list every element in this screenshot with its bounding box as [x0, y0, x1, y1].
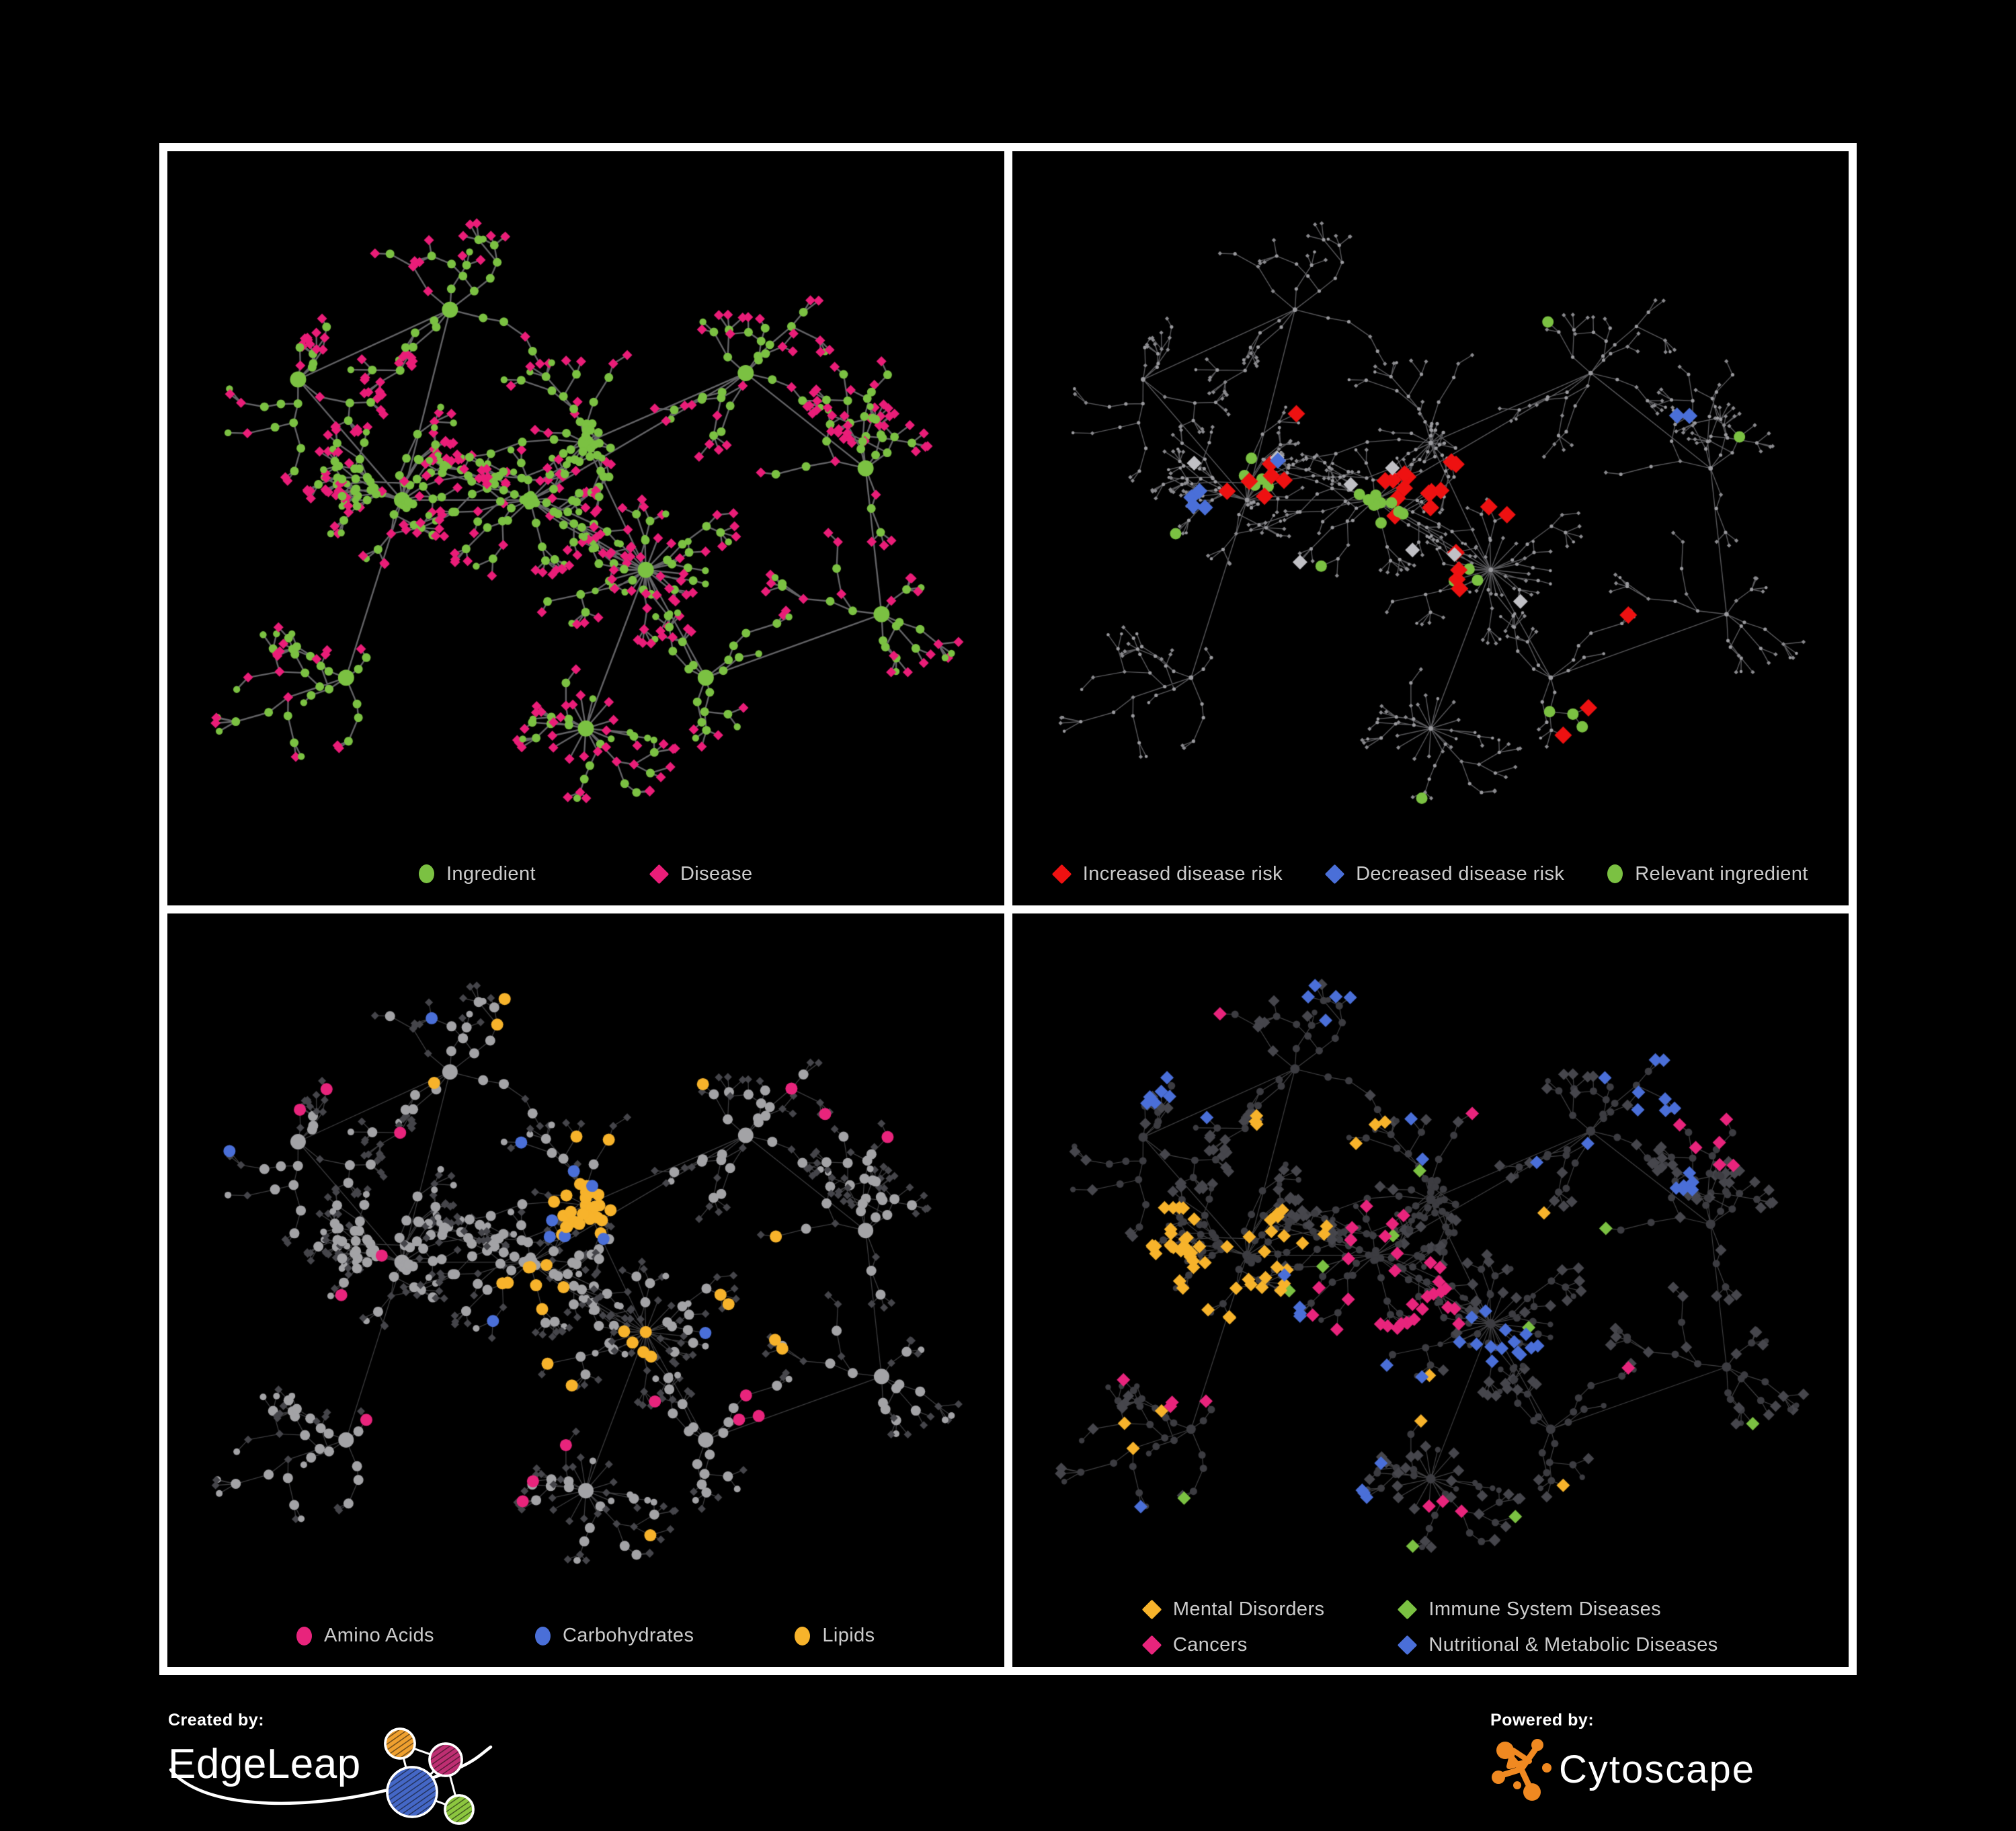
lipids-circle-icon	[795, 1626, 811, 1645]
disease-diamond-icon	[649, 864, 670, 884]
legend-item-nutritional-metabolic-diseases: Nutritional & Metabolic Diseases	[1398, 1634, 1718, 1656]
legend-label: Mental Disorders	[1172, 1598, 1325, 1620]
edgeleap-wordmark: EdgeLeap	[168, 1741, 361, 1787]
ingredient-circle-icon	[418, 864, 434, 883]
mental-disorders-diamond-icon	[1141, 1599, 1162, 1620]
network-canvas-ingredient-disease	[167, 151, 1004, 905]
panel-ingredient-disease: Ingredient Disease	[167, 151, 1004, 905]
nutritional-metabolic-diseases-diamond-icon	[1398, 1635, 1418, 1656]
legend-item-lipids: Lipids	[795, 1625, 875, 1647]
powered-by-label: Powered by:	[1490, 1711, 1595, 1730]
legend-label: Lipids	[822, 1625, 875, 1646]
created-by-label: Created by:	[168, 1711, 265, 1730]
network-canvas-compound-classes	[167, 913, 1004, 1667]
cancers-diamond-icon	[1141, 1635, 1162, 1656]
legend: Mental Disorders Immune System Diseases Ca…	[1012, 1598, 1849, 1656]
legend-grid: Mental Disorders Immune System Diseases Ca…	[1141, 1598, 1718, 1656]
network-canvas-disease-classes	[1012, 913, 1849, 1667]
legend-item-decreased-disease-risk: Decreased disease risk	[1324, 862, 1565, 885]
legend-label: Relevant ingredient	[1635, 862, 1808, 885]
immune-system-diseases-diamond-icon	[1398, 1599, 1418, 1620]
legend-label: Ingredient	[446, 862, 536, 885]
panel-disease-classes: Mental Disorders Immune System Diseases Ca…	[1012, 913, 1849, 1667]
legend-label: Nutritional & Metabolic Diseases	[1428, 1634, 1718, 1656]
edgeleap-logo-icon	[383, 1727, 475, 1825]
legend-label: Amino Acids	[323, 1625, 434, 1646]
amino-acids-circle-icon	[296, 1626, 312, 1645]
cytoscape-credit: Powered by: Cytoscape	[1490, 1711, 1840, 1812]
cytoscape-logo-icon	[1492, 1739, 1551, 1801]
panel-compound-classes: Amino Acids Carbohydrates Lipids	[167, 913, 1004, 1667]
legend-label: Decreased disease risk	[1356, 862, 1565, 885]
legend-item-disease: Disease	[649, 862, 753, 885]
legend-item-cancers: Cancers	[1141, 1634, 1325, 1656]
decreased-disease-risk-diamond-icon	[1324, 864, 1345, 884]
increased-disease-risk-diamond-icon	[1051, 864, 1072, 884]
figure-board: Ingredient Disease Increased disease risk…	[159, 143, 1857, 1675]
legend-item-ingredient: Ingredient	[418, 862, 536, 885]
legend-label: Cancers	[1172, 1634, 1248, 1656]
legend-item-mental-disorders: Mental Disorders	[1141, 1598, 1325, 1621]
legend: Increased disease risk Decreased disease …	[1012, 863, 1849, 885]
legend-item-carbohydrates: Carbohydrates	[534, 1625, 694, 1647]
carbohydrates-circle-icon	[534, 1626, 551, 1645]
legend-item-amino-acids: Amino Acids	[296, 1625, 434, 1647]
cytoscape-wordmark: Cytoscape	[1559, 1747, 1756, 1791]
network-canvas-disease-risk	[1012, 151, 1849, 905]
panel-disease-risk: Increased disease risk Decreased disease …	[1012, 151, 1849, 905]
legend: Ingredient Disease	[167, 863, 1004, 885]
legend: Amino Acids Carbohydrates Lipids	[167, 1625, 1004, 1647]
edgeleap-credit: Created by: EdgeLeap	[168, 1711, 571, 1825]
legend-label: Immune System Diseases	[1428, 1598, 1662, 1620]
legend-label: Increased disease risk	[1082, 862, 1283, 885]
legend-item-relevant-ingredient: Relevant ingredient	[1607, 863, 1808, 885]
relevant-ingredient-circle-icon	[1607, 864, 1623, 883]
legend-label: Disease	[680, 862, 753, 885]
legend-item-increased-disease-risk: Increased disease risk	[1051, 862, 1283, 885]
legend-label: Carbohydrates	[562, 1625, 694, 1646]
legend-item-immune-system-diseases: Immune System Diseases	[1398, 1598, 1718, 1621]
